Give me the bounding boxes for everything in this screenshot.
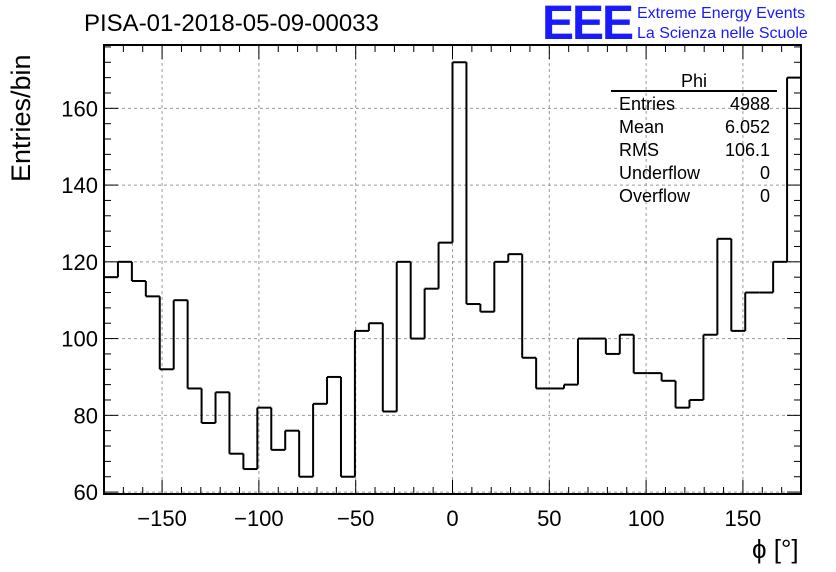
stats-value-underflow: 0: [760, 163, 770, 183]
x-tick-label-1: −100: [234, 506, 284, 531]
stats-value-mean: 6.052: [725, 117, 770, 137]
y-tick-label-2: 100: [61, 327, 98, 352]
chart-title: PISA-01-2018-05-09-00033: [84, 10, 379, 37]
eee-logo-line-2: La Scienza nelle Scuole: [637, 25, 808, 42]
y-tick-label-5: 160: [61, 96, 98, 121]
x-tick-label-4: 50: [537, 506, 561, 531]
y-tick-label-0: 60: [74, 480, 98, 505]
stats-label-rms: RMS: [619, 140, 659, 160]
stats-value-rms: 106.1: [725, 140, 770, 160]
x-axis-label: ϕ [°]: [752, 534, 799, 564]
y-tick-label-4: 140: [61, 173, 98, 198]
x-tick-label-5: 100: [628, 506, 665, 531]
y-tick-label-3: 120: [61, 250, 98, 275]
eee-logo-line-1: Extreme Energy Events: [637, 5, 806, 22]
x-tick-label-6: 150: [725, 506, 762, 531]
stats-label-mean: Mean: [619, 117, 664, 137]
stats-label-overflow: Overflow: [619, 186, 691, 206]
y-tick-label-1: 80: [74, 403, 98, 428]
x-tick-label-2: −50: [337, 506, 374, 531]
stats-label-entries: Entries: [619, 94, 675, 114]
eee-logo-letters: EEE: [542, 0, 634, 50]
stats-value-overflow: 0: [760, 186, 770, 206]
x-tick-label-3: 0: [446, 506, 458, 531]
x-tick-label-0: −150: [137, 506, 187, 531]
stats-box-title: Phi: [681, 71, 707, 91]
stats-label-underflow: Underflow: [619, 163, 701, 183]
stats-value-entries: 4988: [730, 94, 770, 114]
